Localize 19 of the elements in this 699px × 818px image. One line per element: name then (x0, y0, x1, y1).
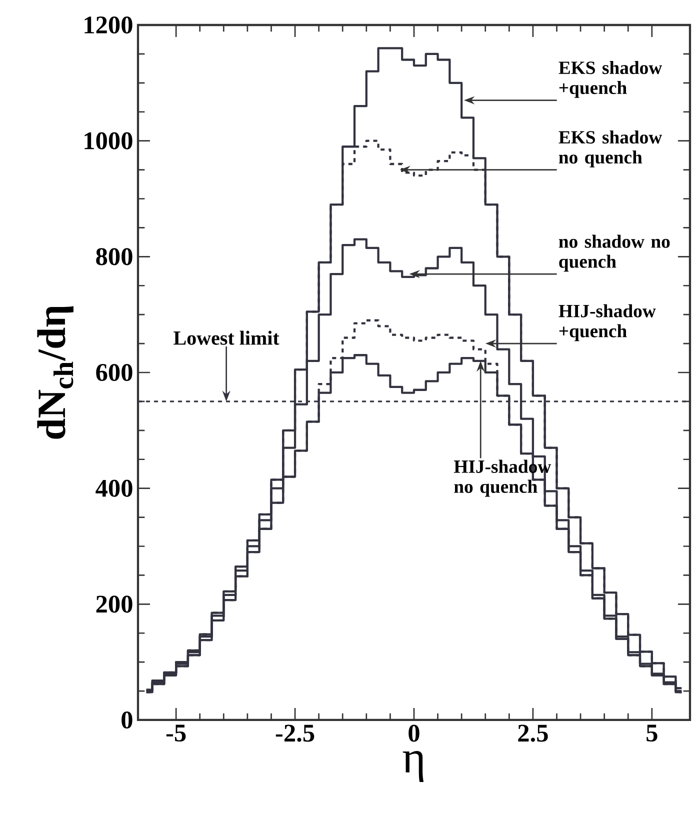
y-tick-label: 1200 (84, 16, 132, 34)
y-tick-label: 400 (96, 480, 132, 497)
x-tick-label: 0 (408, 724, 420, 742)
y-tick-label: 800 (96, 248, 132, 266)
annotation: no shadow no quench (558, 234, 670, 272)
y-axis-title: dN$_{ch}$/dη (37, 306, 74, 439)
x-tick-label: -2.5 (276, 724, 314, 742)
y-tick-label: 600 (96, 364, 132, 382)
annotation: EKS shadow +quench (558, 60, 662, 98)
annotation: EKS shadow no quench (558, 130, 662, 168)
annotation: HIJ-shadow +quench (558, 304, 656, 342)
legend-label: Lowest limit (174, 330, 280, 345)
x-tick-label: -5 (166, 724, 186, 742)
x-tick-label: 2.5 (518, 724, 548, 742)
y-tick-label: 0 (122, 711, 132, 729)
y-tick-label: 1000 (84, 132, 132, 150)
x-axis-title: η (402, 750, 424, 782)
x-tick-label: 5 (646, 724, 658, 742)
y-tick-label: 200 (96, 596, 132, 613)
